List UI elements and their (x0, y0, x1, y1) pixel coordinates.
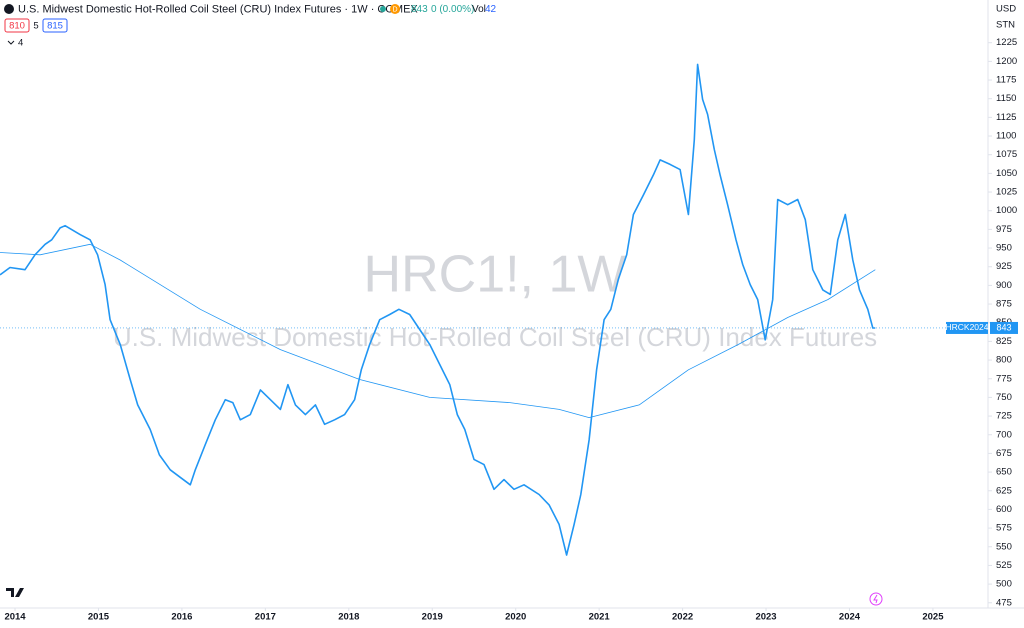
price-label-bg (990, 321, 1018, 334)
x-tick-label: 2017 (255, 612, 276, 623)
y-tick-label: 700 (996, 429, 1012, 440)
symbol-logo[interactable] (4, 4, 14, 14)
alert-icon-bolt (873, 594, 878, 604)
buy-button[interactable] (42, 18, 68, 33)
y-tick-label: 625 (996, 485, 1012, 496)
y-tick-label: 875 (996, 299, 1012, 310)
x-tick-label: 2020 (505, 612, 526, 623)
y-tick-label: 1000 (996, 205, 1017, 216)
y-tick-label: 900 (996, 280, 1012, 291)
y-tick-label: 600 (996, 504, 1012, 515)
x-tick-label: 2023 (755, 612, 776, 623)
price-line (0, 243, 876, 418)
y-tick-label: 950 (996, 243, 1012, 254)
price-label: 843 (996, 322, 1011, 332)
y-tick-label: 1075 (996, 149, 1017, 160)
y-tick-label: 800 (996, 355, 1012, 366)
tradingview-logo[interactable] (6, 588, 24, 597)
y-tick-label: 675 (996, 448, 1012, 459)
unit[interactable]: STN (996, 20, 1015, 31)
y-tick-label: 750 (996, 392, 1012, 403)
y-tick-label: 925 (996, 261, 1012, 272)
price-line (0, 63, 876, 556)
market-status[interactable] (380, 6, 386, 12)
y-tick-label: 1050 (996, 168, 1017, 179)
y-tick-label: 500 (996, 579, 1012, 590)
delay-badge[interactable] (390, 4, 400, 14)
x-tick-label: 2018 (338, 612, 359, 623)
watermark-subtitle: U.S. Midwest Domestic Hot-Rolled Coil St… (113, 322, 877, 352)
y-tick-label: 575 (996, 523, 1012, 534)
symbol-label: HRCK2024 (946, 322, 989, 332)
volume-label: Vol (472, 4, 486, 15)
x-tick-label: 2024 (839, 612, 861, 623)
delay-badge-text: D (392, 6, 397, 13)
y-tick-label: 1175 (996, 75, 1016, 86)
y-tick-label: 1100 (996, 131, 1016, 142)
symbol-label-bg (946, 321, 988, 334)
price-change: 0 (0.00%) (431, 4, 474, 15)
symbol-title[interactable]: U.S. Midwest Domestic Hot-Rolled Coil St… (18, 3, 418, 15)
x-tick-label: 2016 (171, 612, 192, 623)
x-tick-label: 2025 (922, 612, 944, 623)
indicators-toggle[interactable] (7, 40, 15, 45)
sell-button[interactable] (4, 18, 30, 33)
y-tick-label: 1200 (996, 56, 1017, 67)
y-tick-label: 775 (996, 373, 1012, 384)
last-price: 843 (411, 4, 428, 15)
y-tick-label: 1225 (996, 37, 1017, 48)
y-tick-label: 725 (996, 411, 1012, 422)
y-tick-label: 825 (996, 336, 1012, 347)
ask-price: 815 (47, 21, 63, 32)
volume-value: 42 (485, 4, 497, 15)
y-tick-label: 1025 (996, 187, 1017, 198)
x-tick-label: 2015 (88, 612, 110, 623)
indicators-count: 4 (18, 38, 23, 49)
y-tick-label: 475 (996, 597, 1012, 608)
x-tick-label: 2019 (422, 612, 443, 623)
y-tick-label: 975 (996, 224, 1012, 235)
y-tick-label: 550 (996, 541, 1012, 552)
alert-icon[interactable] (869, 592, 883, 606)
bid-price: 810 (9, 21, 25, 32)
x-tick-label: 2022 (672, 612, 693, 623)
y-tick-label: 1125 (996, 112, 1016, 123)
y-tick-label: 1150 (996, 93, 1016, 104)
x-tick-label: 2021 (589, 612, 611, 623)
x-tick-label: 2014 (4, 612, 26, 623)
y-tick-label: 650 (996, 467, 1012, 478)
spread: 5 (33, 21, 38, 32)
y-tick-label: 525 (996, 560, 1012, 571)
watermark: HRC1!, 1W (364, 246, 627, 304)
currency[interactable]: USD (996, 4, 1016, 15)
